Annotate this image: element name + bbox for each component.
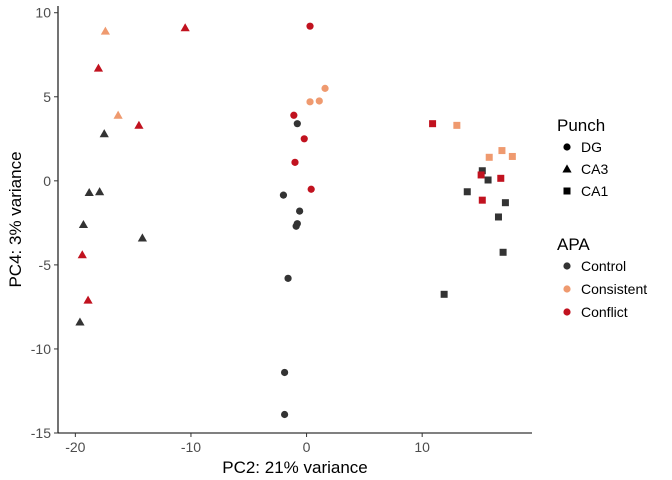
data-point-ca1-consistent <box>498 147 506 155</box>
data-point-dg-control <box>280 410 289 419</box>
data-point-ca3-conflict <box>77 250 87 259</box>
data-point-ca1-control <box>501 199 509 207</box>
data-point-ca1-conflict <box>497 174 505 182</box>
data-point-ca3-control <box>78 219 89 228</box>
legend-label-consistent: Consistent <box>581 281 647 297</box>
data-point-ca3-conflict <box>93 63 104 72</box>
y-axis-title: PC4: 3% variance <box>6 151 25 287</box>
data-point-ca3-conflict <box>134 120 144 129</box>
data-point-ca3-control <box>84 188 94 197</box>
data-point-ca3-control <box>137 233 147 242</box>
y-tick-label: 0 <box>43 173 51 189</box>
data-point-dg-control <box>279 191 288 199</box>
data-point-dg-control <box>296 207 304 215</box>
data-point-dg-control <box>293 120 301 128</box>
x-axis-title: PC2: 21% variance <box>222 458 368 477</box>
axes: -20 -10 0 10 -15 -10 -5 0 5 10 <box>31 5 532 455</box>
legend-label-conflict: Conflict <box>581 304 628 320</box>
x-tick-label: 10 <box>414 439 430 455</box>
legend-key-dg <box>563 143 571 151</box>
legend-label-ca1: CA1 <box>581 183 608 199</box>
legend-key-ca1 <box>563 187 571 195</box>
data-point-ca3-control <box>99 129 109 138</box>
x-tick-label: -10 <box>181 439 201 455</box>
plot-area <box>75 22 516 419</box>
legend-key-ca3 <box>562 164 572 173</box>
legend-label-ca3: CA3 <box>581 161 608 177</box>
data-point-ca1-control <box>440 290 448 298</box>
data-point-ca1-consistent <box>508 152 516 160</box>
legend-title-punch: Punch <box>557 116 605 135</box>
legend-label-control: Control <box>581 258 626 274</box>
legend-key-conflict <box>563 308 571 316</box>
y-tick-label: -10 <box>31 341 51 357</box>
data-point-dg-consistent <box>321 84 329 92</box>
data-point-ca3-conflict <box>83 295 93 304</box>
data-point-ca1-control <box>494 213 502 221</box>
data-point-ca1-consistent <box>453 121 461 129</box>
data-point-ca1-consistent <box>485 153 493 161</box>
data-point-dg-conflict <box>300 135 308 143</box>
legend-key-consistent <box>563 285 571 293</box>
y-tick-label: 10 <box>35 5 51 21</box>
legend-title-apa: APA <box>557 235 590 254</box>
data-point-dg-consistent <box>315 97 323 105</box>
data-point-dg-control <box>292 222 300 230</box>
data-point-ca1-control <box>499 248 507 256</box>
legend-key-control <box>563 262 571 270</box>
data-point-dg-conflict <box>291 158 299 166</box>
data-point-dg-conflict <box>290 111 298 119</box>
legend-label-dg: DG <box>581 139 602 155</box>
y-tick-label: -5 <box>39 257 52 273</box>
x-tick-label: -20 <box>65 439 85 455</box>
y-tick-label: 5 <box>43 89 51 105</box>
legend: Punch DG CA3 CA1 APA Control Consistent Conflic… <box>557 116 647 320</box>
data-point-dg-control <box>284 274 292 282</box>
data-point-ca3-control <box>75 317 85 326</box>
data-point-ca1-control <box>484 176 492 184</box>
data-point-dg-control <box>280 368 289 377</box>
data-point-ca3-control <box>95 187 105 196</box>
data-point-ca1-control <box>478 167 486 175</box>
data-point-ca1-conflict <box>478 196 486 204</box>
data-point-ca3-consistent <box>100 26 110 35</box>
data-point-dg-conflict <box>306 22 314 30</box>
x-tick-label: 0 <box>303 439 311 455</box>
data-point-ca3-conflict <box>180 23 190 32</box>
x-axis-ticks: -20 -10 0 10 <box>65 433 430 455</box>
data-point-ca1-conflict <box>477 171 485 179</box>
data-point-ca1-conflict <box>429 120 437 128</box>
y-axis-ticks: -15 -10 -5 0 5 10 <box>31 5 58 441</box>
y-tick-label: -15 <box>31 425 51 441</box>
data-point-ca1-control <box>463 188 471 196</box>
data-point-ca3-consistent <box>113 110 123 119</box>
data-point-dg-conflict <box>307 185 315 193</box>
data-point-dg-consistent <box>306 98 314 106</box>
